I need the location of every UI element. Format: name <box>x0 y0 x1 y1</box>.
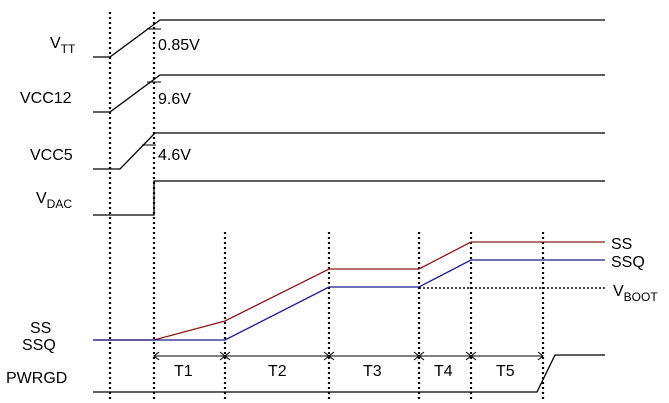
interval-label-t5: T5 <box>496 363 515 380</box>
ss-left-label: SS <box>30 320 51 337</box>
ssq-right-label: SSQ <box>611 254 645 271</box>
ss-waveform <box>93 241 605 341</box>
interval-arrow-t5 <box>470 351 544 361</box>
interval-label-t1: T1 <box>174 363 193 380</box>
vcc5-waveform <box>93 132 605 170</box>
interval-arrow-t4 <box>418 351 472 361</box>
ssq-left-label: SSQ <box>22 337 56 354</box>
interval-label-t4: T4 <box>434 363 453 380</box>
ss-right-label: SS <box>611 236 632 253</box>
pwrgd-waveform <box>93 354 605 393</box>
interval-arrow-t2 <box>224 351 330 361</box>
vdac-label: VDAC <box>36 190 72 211</box>
vtt-level: 0.85V <box>158 37 200 54</box>
interval-label-t3: T3 <box>363 363 382 380</box>
vboot-label: VBOOT <box>613 283 658 304</box>
ssq-waveform <box>93 259 605 341</box>
interval-label-t2: T2 <box>268 363 287 380</box>
vcc12-level: 9.6V <box>158 91 191 108</box>
vcc5-label: VCC5 <box>30 147 73 164</box>
interval-arrow-t3 <box>328 351 420 361</box>
pwrgd-label: PWRGD <box>6 370 67 387</box>
vtt-label: VTT <box>50 35 76 56</box>
interval-arrow-t1 <box>153 351 226 361</box>
vcc5-level: 4.6V <box>158 147 191 164</box>
vtt-waveform <box>93 19 605 58</box>
vdac-waveform <box>93 180 605 216</box>
vcc12-label: VCC12 <box>20 90 72 107</box>
interval-arrows <box>153 351 544 361</box>
vcc12-waveform <box>93 74 605 113</box>
